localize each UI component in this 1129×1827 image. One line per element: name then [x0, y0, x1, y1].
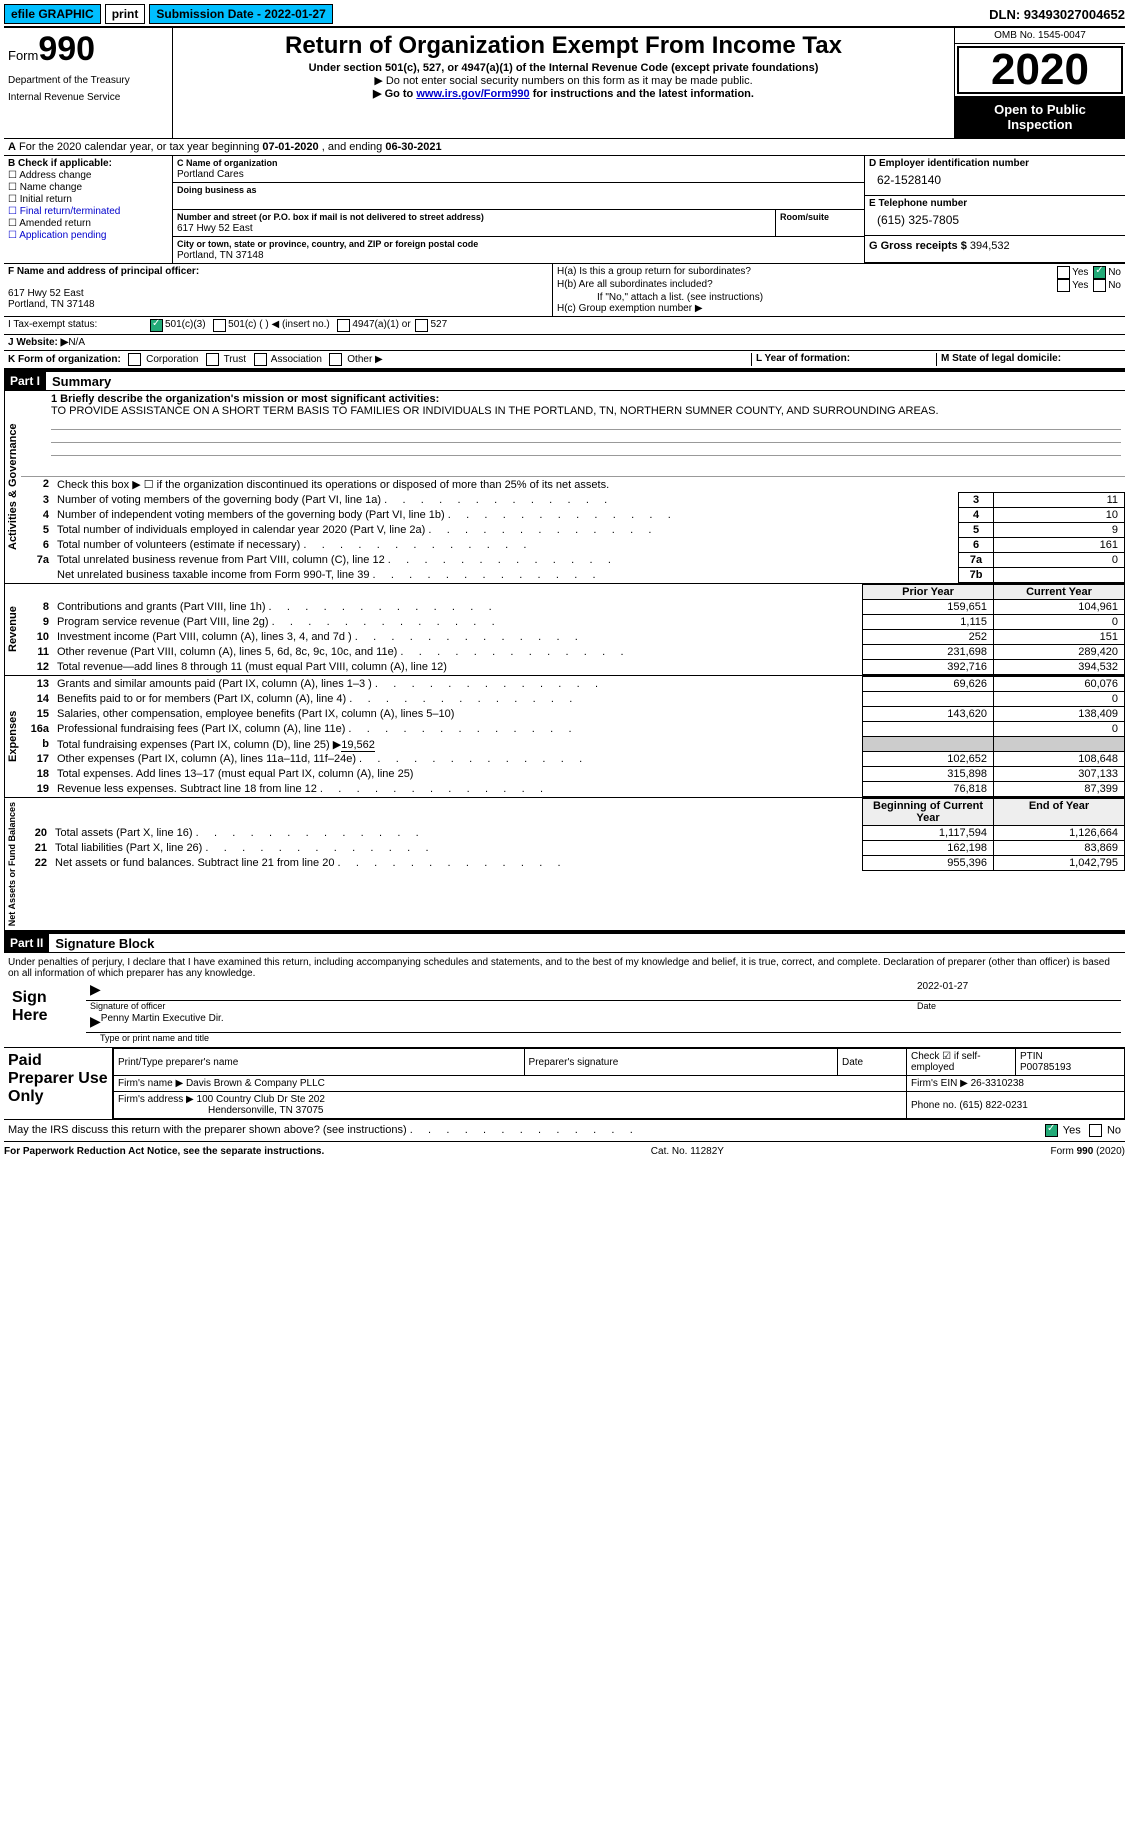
- section-expenses: Expenses 13Grants and similar amounts pa…: [4, 675, 1125, 797]
- open-to-public: Open to PublicInspection: [955, 96, 1125, 138]
- subtitle-2: ▶ Do not enter social security numbers o…: [177, 74, 950, 87]
- form-title: Return of Organization Exempt From Incom…: [177, 32, 950, 60]
- org-city: Portland, TN 37148: [177, 250, 264, 261]
- tax-year: 2020: [957, 46, 1123, 94]
- chk-address-change[interactable]: ☐ Address change: [8, 170, 168, 181]
- firm-ein: 26-3310238: [971, 1078, 1024, 1089]
- preparer-table: Print/Type preparer's name Preparer's si…: [113, 1048, 1125, 1119]
- c-city-cell: City or town, state or province, country…: [173, 237, 865, 263]
- subtitle-3: ▶ Go to www.irs.gov/Form990 for instruct…: [177, 87, 950, 100]
- may-yes[interactable]: [1045, 1124, 1058, 1137]
- paid-preparer-label: Paid Preparer Use Only: [4, 1048, 113, 1119]
- revenue-table: Prior YearCurrent Year 8Contributions an…: [21, 584, 1125, 675]
- l-year-formation: L Year of formation:: [756, 353, 850, 364]
- tab-expenses: Expenses: [4, 676, 21, 797]
- i-527[interactable]: [415, 319, 428, 332]
- omb-number: OMB No. 1545-0047: [955, 28, 1125, 44]
- dln: DLN: 93493027004652: [989, 7, 1125, 22]
- form-header: Form990 Department of the Treasury Inter…: [4, 26, 1125, 138]
- subtitle-1: Under section 501(c), 527, or 4947(a)(1)…: [177, 62, 950, 74]
- c-addr-cell: Number and street (or P.O. box if mail i…: [173, 210, 776, 237]
- k-l-m-row: K Form of organization: Corporation Trus…: [4, 350, 1125, 370]
- top-bar: efile GRAPHIC print Submission Date - 20…: [4, 4, 1125, 24]
- firm-addr2: Hendersonville, TN 37075: [118, 1105, 323, 1116]
- firm-phone: (615) 822-0231: [959, 1100, 1027, 1111]
- perjury-declaration: Under penalties of perjury, I declare th…: [8, 957, 1121, 979]
- f-officer: F Name and address of principal officer:…: [4, 264, 553, 316]
- i-4947[interactable]: [337, 319, 350, 332]
- b-label: B Check if applicable:: [8, 158, 112, 169]
- net-assets-table: Beginning of Current YearEnd of Year 20T…: [19, 798, 1125, 871]
- i-tax-exempt: I Tax-exempt status: 501(c)(3) 501(c) ( …: [4, 316, 1125, 334]
- i-501c[interactable]: [213, 319, 226, 332]
- page-footer: For Paperwork Reduction Act Notice, see …: [4, 1141, 1125, 1161]
- form-id: Form990: [8, 30, 168, 69]
- signature-section: Under penalties of perjury, I declare th…: [4, 952, 1125, 1047]
- officer-name-line: ▶ Penny Martin Executive Dir.: [86, 1011, 1121, 1033]
- org-address: 617 Hwy 52 East: [177, 223, 253, 234]
- entity-block: B Check if applicable: ☐ Address change …: [4, 155, 1125, 263]
- chk-app-pending[interactable]: ☐ Application pending: [8, 230, 168, 241]
- ein-value: 62-1528140: [865, 171, 1125, 195]
- ha-yes[interactable]: [1057, 266, 1070, 279]
- chk-final-return[interactable]: ☐ Final return/terminated: [8, 206, 168, 217]
- expenses-table: 13Grants and similar amounts paid (Part …: [21, 676, 1125, 797]
- section-revenue: Revenue Prior YearCurrent Year 8Contribu…: [4, 583, 1125, 675]
- part-ii-header: Part II Signature Block: [4, 932, 1125, 952]
- hb-no[interactable]: [1093, 279, 1106, 292]
- j-website: J Website: ▶ N/A: [4, 334, 1125, 350]
- chk-amended[interactable]: ☐ Amended return: [8, 218, 168, 229]
- may-discuss-row: May the IRS discuss this return with the…: [4, 1119, 1125, 1141]
- chk-name-change[interactable]: ☐ Name change: [8, 182, 168, 193]
- submission-date: Submission Date - 2022-01-27: [149, 4, 332, 24]
- k-assoc[interactable]: [254, 353, 267, 366]
- hb-yes[interactable]: [1057, 279, 1070, 292]
- officer-signature-line[interactable]: ▶ 2022-01-27: [86, 979, 1121, 1001]
- k-trust[interactable]: [206, 353, 219, 366]
- org-name: Portland Cares: [177, 169, 244, 180]
- c-name-cell: C Name of organization Portland Cares: [173, 156, 865, 183]
- ha-no[interactable]: [1093, 266, 1106, 279]
- sign-here-label: Sign Here: [8, 979, 86, 1043]
- signature-date: 2022-01-27: [917, 981, 1117, 998]
- dept-treasury: Department of the Treasury: [8, 75, 168, 86]
- d-label: D Employer identification number: [865, 156, 1125, 171]
- section-governance: Activities & Governance 1 Briefly descri…: [4, 390, 1125, 583]
- g-label: G Gross receipts $: [869, 240, 967, 252]
- f-h-row: F Name and address of principal officer:…: [4, 263, 1125, 316]
- part-i-header: Part I Summary: [4, 370, 1125, 390]
- col-b-checks: B Check if applicable: ☐ Address change …: [4, 156, 173, 263]
- instructions-link[interactable]: www.irs.gov/Form990: [416, 88, 529, 100]
- k-other[interactable]: [329, 353, 342, 366]
- irs-label: Internal Revenue Service: [8, 92, 168, 103]
- hc-group-exemption: H(c) Group exemption number ▶: [557, 303, 1121, 314]
- i-501c3[interactable]: [150, 319, 163, 332]
- tab-net-assets: Net Assets or Fund Balances: [4, 798, 19, 930]
- section-net-assets: Net Assets or Fund Balances Beginning of…: [4, 797, 1125, 932]
- mission-block: 1 Briefly describe the organization's mi…: [21, 391, 1125, 477]
- h-group: H(a) Is this a group return for subordin…: [553, 264, 1125, 316]
- tab-governance: Activities & Governance: [4, 391, 21, 583]
- efile-label: efile GRAPHIC: [4, 4, 101, 24]
- tab-revenue: Revenue: [4, 584, 21, 675]
- c-room-cell: Room/suite: [776, 210, 865, 237]
- gross-receipts: 394,532: [970, 240, 1010, 252]
- paid-preparer-section: Paid Preparer Use Only Print/Type prepar…: [4, 1047, 1125, 1119]
- k-corp[interactable]: [128, 353, 141, 366]
- row-a-tax-year: A For the 2020 calendar year, or tax yea…: [4, 138, 1125, 155]
- c-dba-cell: Doing business as: [173, 183, 865, 210]
- firm-name: Davis Brown & Company PLLC: [186, 1078, 325, 1089]
- print-button[interactable]: print: [105, 4, 146, 24]
- e-label: E Telephone number: [865, 195, 1125, 211]
- ptin: P00785193: [1020, 1062, 1071, 1073]
- may-no[interactable]: [1089, 1124, 1102, 1137]
- governance-table: 2Check this box ▶ ☐ if the organization …: [21, 477, 1125, 583]
- m-state: M State of legal domicile:: [941, 353, 1061, 364]
- phone-value: (615) 325-7805: [865, 211, 1125, 235]
- chk-initial-return[interactable]: ☐ Initial return: [8, 194, 168, 205]
- mission-text: TO PROVIDE ASSISTANCE ON A SHORT TERM BA…: [51, 405, 939, 417]
- firm-addr1: 100 Country Club Dr Ste 202: [197, 1094, 325, 1105]
